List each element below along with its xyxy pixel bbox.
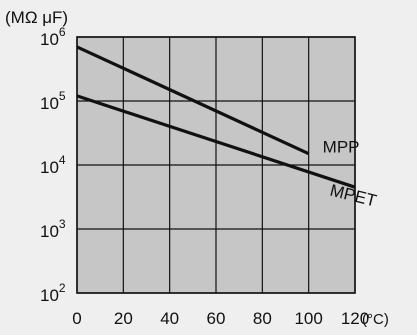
y-tick-label: 105 bbox=[40, 89, 66, 113]
x-tick-label: 80 bbox=[253, 309, 272, 328]
series-lines bbox=[76, 45, 356, 189]
y-tick-label: 102 bbox=[40, 281, 66, 305]
x-tick-label: 0 bbox=[72, 309, 81, 328]
y-tick-label: 106 bbox=[40, 25, 66, 49]
x-tick-label: 20 bbox=[114, 309, 133, 328]
plot-frame bbox=[76, 36, 356, 294]
y-tick-label: 104 bbox=[40, 153, 66, 177]
tick-labels: 0 20 40 60 80 100 120 106 105 104 103 102 bbox=[40, 25, 369, 328]
x-tick-label: 40 bbox=[160, 309, 179, 328]
y-axis-unit-label: (MΩ μF) bbox=[5, 8, 68, 27]
series-label-mpp: MPP bbox=[323, 138, 360, 157]
series-line-mpet bbox=[76, 94, 356, 189]
x-tick-label: 120 bbox=[341, 309, 369, 328]
x-axis-unit-label: (°C) bbox=[362, 311, 389, 328]
series-line-mpp bbox=[76, 45, 310, 156]
y-tick-label: 103 bbox=[40, 217, 66, 241]
x-tick-label: 100 bbox=[294, 309, 322, 328]
x-tick-label: 60 bbox=[207, 309, 226, 328]
